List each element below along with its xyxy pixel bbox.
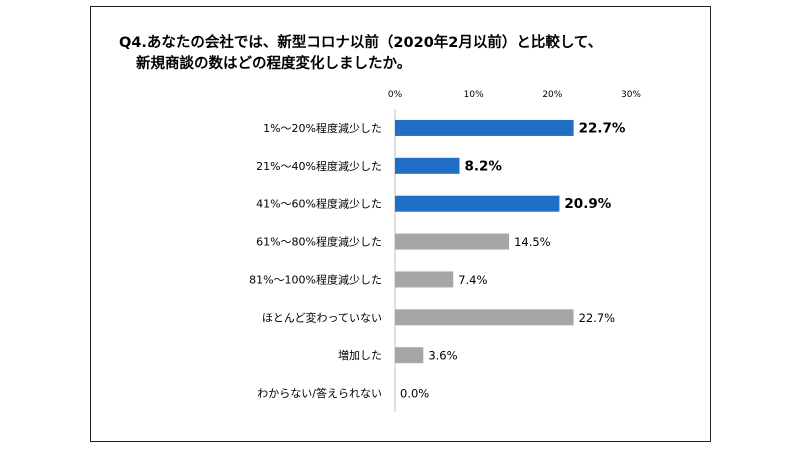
chart-title: Q4.あなたの会社では、新型コロナ以前（2020年2月以前）と比較して、 新規商… [119,33,679,75]
x-tick-label: 20% [542,90,562,100]
bar [395,119,574,136]
category-label: 増加した [338,349,382,362]
data-label: 3.6% [428,349,457,363]
title-line-1: Q4.あなたの会社では、新型コロナ以前（2020年2月以前）と比較して、 [119,35,603,51]
data-label: 8.2% [465,158,503,174]
data-label: 22.7% [579,120,626,136]
x-tick-label: 30% [621,90,641,100]
title-line-2: 新規商談の数はどの程度変化しましたか。 [136,56,412,72]
data-label: 14.5% [514,235,551,249]
chart-frame [90,6,711,442]
category-label: わからない/答えられない [257,386,382,400]
x-tick-label: 0% [388,90,403,100]
bar [395,271,454,288]
bar [395,233,510,250]
category-label: 21%～40%程度減少した [256,159,382,173]
bar [395,347,424,364]
category-label: 1%～20%程度減少した [263,121,382,135]
data-label: 20.9% [564,196,611,212]
bar [395,309,574,326]
x-tick-label: 10% [464,90,484,100]
data-label: 7.4% [458,273,487,287]
category-label: ほとんど変わっていない [262,310,382,324]
category-label: 61%～80%程度減少した [256,235,382,249]
bar [395,157,460,174]
data-label: 22.7% [579,311,616,325]
bar [395,195,560,212]
category-label: 81%～100%程度減少した [249,272,382,286]
data-label: 0.0% [400,387,429,401]
category-label: 41%～60%程度減少した [256,197,382,211]
